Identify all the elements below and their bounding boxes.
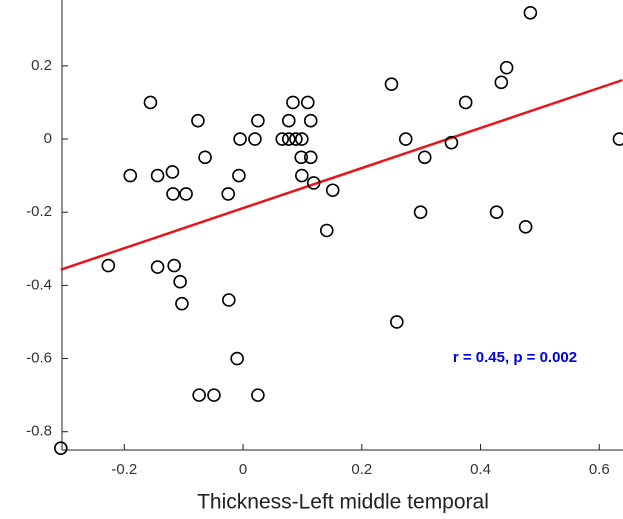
- y-tick-label: -0.6: [26, 350, 52, 367]
- y-tick-label: -0.2: [26, 203, 52, 220]
- point: [489, 205, 504, 219]
- point: [523, 6, 538, 20]
- point: [233, 132, 247, 146]
- point: [232, 168, 246, 183]
- y-tick-label: 0.2: [31, 57, 52, 74]
- x-tick-label: -0.2: [111, 461, 137, 478]
- point: [499, 60, 514, 75]
- point: [230, 351, 244, 366]
- point: [413, 205, 428, 219]
- point: [612, 132, 623, 146]
- point: [286, 95, 300, 110]
- x-axis-label: Thickness-Left middle temporal: [197, 491, 489, 514]
- point: [319, 223, 334, 238]
- point: [175, 296, 189, 311]
- point: [173, 274, 187, 289]
- point: [398, 132, 413, 146]
- point: [303, 113, 318, 128]
- annotation: r = 0.45, p = 0.002: [453, 349, 577, 366]
- point: [192, 388, 206, 402]
- point: [295, 132, 309, 146]
- point: [222, 293, 236, 307]
- point: [179, 187, 193, 201]
- fit-line: [60, 78, 623, 271]
- point: [518, 220, 533, 234]
- point: [143, 95, 158, 110]
- x-tick-label: 0.4: [470, 461, 491, 478]
- point: [303, 150, 318, 165]
- point: [198, 150, 212, 165]
- point: [251, 388, 265, 402]
- point: [289, 132, 303, 146]
- point: [251, 113, 265, 128]
- point: [390, 315, 404, 329]
- point: [248, 132, 262, 146]
- point: [101, 258, 116, 273]
- point: [150, 168, 165, 183]
- point: [325, 183, 340, 198]
- point: [191, 113, 205, 128]
- point: [275, 132, 290, 146]
- point: [281, 132, 296, 146]
- y-tick-label: -0.4: [26, 276, 52, 293]
- point: [165, 165, 180, 179]
- point: [294, 150, 309, 165]
- point: [281, 113, 296, 128]
- x-tick-label: 0.2: [351, 461, 372, 478]
- point: [207, 388, 221, 402]
- point: [458, 95, 473, 110]
- x-tick-label: 0: [239, 461, 247, 478]
- point: [150, 260, 165, 274]
- x-tick-label: 0.6: [589, 461, 610, 478]
- point: [221, 187, 236, 201]
- point: [166, 187, 180, 201]
- point: [54, 441, 68, 455]
- point: [123, 168, 138, 183]
- point: [384, 77, 399, 91]
- y-tick-label: 0: [44, 130, 52, 147]
- point: [494, 75, 509, 90]
- point: [300, 95, 315, 110]
- point: [167, 258, 181, 273]
- point: [295, 168, 309, 183]
- point: [306, 176, 321, 190]
- point: [444, 135, 459, 150]
- y-tick-label: -0.8: [26, 423, 52, 440]
- point: [417, 150, 432, 165]
